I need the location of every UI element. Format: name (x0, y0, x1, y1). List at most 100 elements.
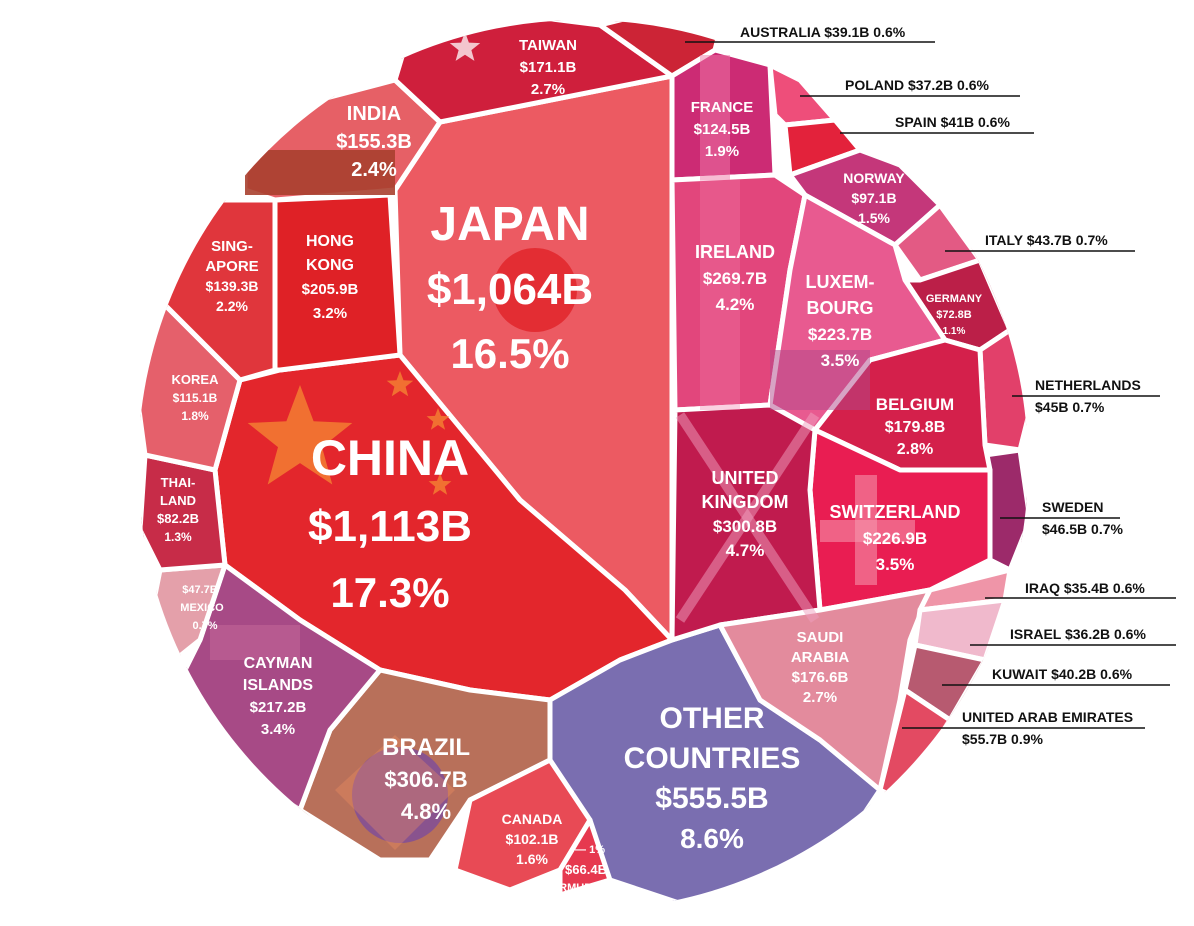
ext-label-australia: AUSTRALIA $39.1B 0.6% (740, 24, 906, 40)
japan-sun-icon (493, 248, 577, 332)
cell-label-saudi: SAUDI (797, 629, 844, 646)
cell-value-brazil: $306.7B (384, 767, 467, 792)
cell-value-switzerland: $226.9B (863, 529, 927, 548)
cell-value-hongkong: $205.9B (302, 281, 359, 298)
cell-pct-china: 17.3% (330, 569, 449, 616)
ext-label-netherlands: NETHERLANDS (1035, 377, 1141, 393)
cell-value-thailand: $82.2B (157, 511, 199, 526)
ext-label-italy: ITALY $43.7B 0.7% (985, 232, 1108, 248)
cell-label-ireland: IRELAND (695, 242, 775, 262)
cell-label-switzerland: SWITZERLAND (830, 502, 961, 522)
cell-pct-bermuda: — 1% (575, 844, 605, 856)
uk-cross-decor (675, 412, 820, 623)
cell-label-cayman: CAYMAN (244, 655, 313, 672)
cell-label-mexico: MEXICO (180, 602, 224, 614)
cell-pct-brazil: 4.8% (401, 799, 451, 824)
cayman-flag-decor (210, 625, 300, 660)
china-big-star-icon (247, 385, 353, 485)
cell-label-other: OTHER (660, 702, 765, 735)
cell-pct-france: 1.9% (705, 143, 739, 160)
cell-value-belgium: $179.8B (885, 419, 946, 436)
cell-pct-cayman: 3.4% (261, 721, 295, 738)
cell-pct-other: 8.6% (680, 823, 744, 854)
cell-label-hongkong: HONG (306, 233, 354, 250)
cell-pct-india: 2.4% (351, 159, 397, 181)
cell-value-ireland: $269.7B (703, 269, 767, 288)
luxembourg-stripe-decor (770, 350, 870, 410)
ext-label-iraq: IRAQ $35.4B 0.6% (1025, 580, 1145, 596)
cell-value-bermuda: $66.4B (565, 862, 607, 877)
cell-pct-belgium: 2.8% (897, 441, 933, 458)
cell-label-china: CHINA (311, 430, 469, 486)
cell-label-france: FRANCE (691, 99, 754, 116)
ext-label-israel: ISRAEL $36.2B 0.6% (1010, 626, 1146, 642)
cell-pct-hongkong: 3.2% (313, 305, 347, 322)
cell-bermuda (557, 817, 613, 898)
cell-netherlands (977, 327, 1028, 453)
cell-label-bermuda: BERMUDA (544, 882, 600, 894)
cell-poland (767, 62, 838, 128)
ext-label-poland: POLAND $37.2B 0.6% (845, 77, 989, 93)
cell-value-germany: $72.8B (936, 309, 972, 321)
cell-label-germany: GERMANY (926, 293, 983, 305)
ext-label-spain: SPAIN $41B 0.6% (895, 114, 1010, 130)
cell-value-china: $1,113B (308, 502, 472, 551)
cell-label-japan: JAPAN (430, 198, 589, 251)
ext-label-uae: UNITED ARAB EMIRATES (962, 709, 1133, 725)
cell-value-mexico: $47.7B (182, 584, 218, 596)
cell-value-luxembourg: $223.7B (808, 325, 872, 344)
cell-label-singapore: APORE (205, 258, 258, 275)
cell-value-norway: $97.1B (851, 190, 896, 206)
cell-pct-norway: 1.5% (858, 210, 890, 226)
cell-pct-luxembourg: 3.5% (821, 351, 860, 370)
brazil-diamond-decor (335, 735, 455, 850)
cell-label-luxembourg: LUXEM- (806, 272, 875, 292)
cell-label-brazil: BRAZIL (382, 734, 470, 761)
cell-label-uk: UNITED (712, 468, 779, 488)
cell-label-india: INDIA (347, 103, 401, 125)
ext-value-netherlands: $45B 0.7% (1035, 399, 1105, 415)
cell-pct-thailand: 1.3% (164, 530, 192, 544)
cell-value-saudi: $176.6B (792, 669, 849, 686)
cell-pct-canada: 1.6% (516, 851, 548, 867)
cell-value-singapore: $139.3B (206, 278, 259, 294)
cell-label-thailand: LAND (160, 493, 196, 508)
cell-label-canada: CANADA (502, 811, 563, 827)
cell-pct-mexico: 0.7% (192, 620, 217, 632)
china-star-icon (428, 473, 452, 495)
ext-label-sweden: SWEDEN (1042, 499, 1103, 515)
cell-value-india: $155.3B (336, 131, 412, 153)
cell-label-luxembourg: BOURG (807, 298, 874, 318)
cell-value-cayman: $217.2B (250, 699, 307, 716)
cell-label-other: COUNTRIES (624, 742, 801, 775)
cell-value-france: $124.5B (694, 121, 751, 138)
cell-pct-germany: 1.1% (943, 326, 966, 337)
ext-label-kuwait: KUWAIT $40.2B 0.6% (992, 666, 1133, 682)
cell-label-belgium: BELGIUM (876, 395, 954, 414)
cell-pct-ireland: 4.2% (716, 295, 755, 314)
cell-pct-uk: 4.7% (726, 541, 765, 560)
france-stripe-decor (700, 55, 730, 180)
cell-value-uk: $300.8B (713, 517, 777, 536)
cell-value-other: $555.5B (655, 782, 768, 815)
cell-label-hongkong: KONG (306, 257, 354, 274)
cell-label-taiwan: TAIWAN (519, 37, 577, 54)
china-star-icon (426, 408, 450, 430)
ext-value-uae: $55.7B 0.9% (962, 731, 1043, 747)
cell-label-korea: KOREA (172, 372, 220, 387)
cell-pct-singapore: 2.2% (216, 298, 248, 314)
cell-value-korea: $115.1B (173, 391, 218, 405)
swiss-cross-decor (820, 520, 915, 542)
cell-pct-taiwan: 2.7% (531, 81, 565, 98)
cell-pct-switzerland: 3.5% (876, 555, 915, 574)
cell-label-uk: KINGDOM (702, 492, 789, 512)
cell-pct-saudi: 2.7% (803, 689, 837, 706)
cell-label-thailand: THAI- (161, 475, 196, 490)
cell-label-cayman: ISLANDS (243, 677, 314, 694)
cell-pct-japan: 16.5% (450, 330, 569, 377)
ireland-stripe-decor (700, 180, 740, 410)
cell-label-norway: NORWAY (843, 170, 905, 186)
cell-hongkong (272, 192, 403, 373)
cell-pct-korea: 1.8% (181, 409, 209, 423)
